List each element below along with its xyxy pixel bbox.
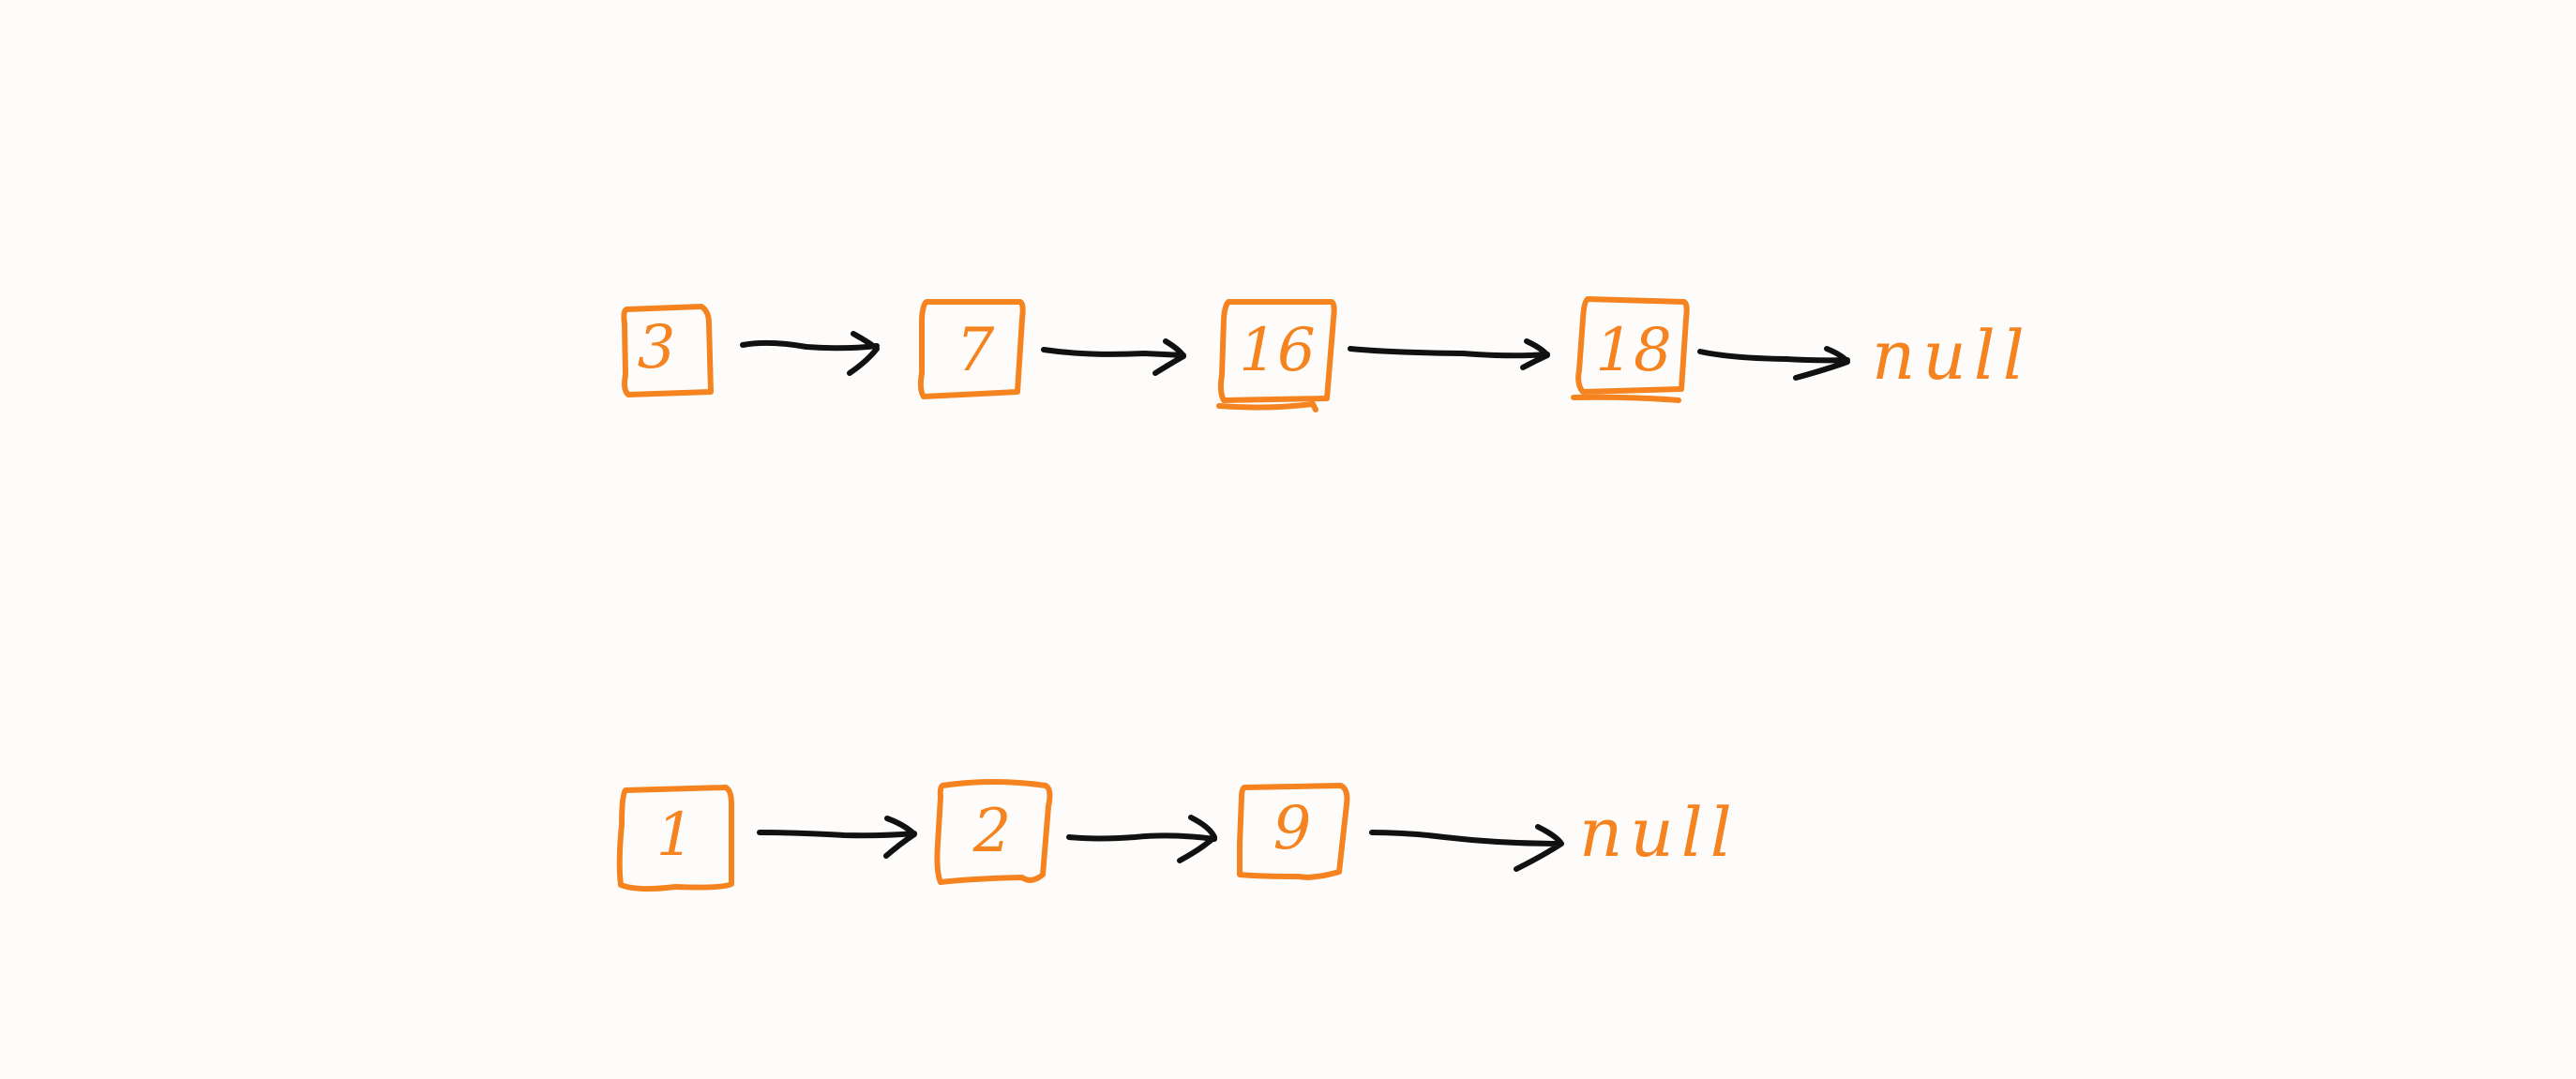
node-value: 18	[1595, 316, 1671, 385]
node-box	[621, 304, 714, 397]
arrow	[1041, 338, 1186, 376]
list-node: 16	[1216, 299, 1337, 412]
node-value: 1	[656, 801, 695, 870]
null-label: null	[1579, 793, 1740, 872]
arrow	[757, 816, 917, 859]
node-box	[1237, 783, 1350, 880]
list-node: 7	[917, 299, 1026, 399]
arrow	[1348, 338, 1550, 370]
list-node: 9	[1237, 783, 1350, 880]
linked-list-2: 1 2 9 null	[616, 779, 1740, 892]
node-box	[934, 779, 1053, 885]
node-box	[616, 785, 734, 892]
arrow	[1697, 346, 1850, 381]
list-node: 1	[616, 785, 734, 892]
arrow	[1369, 824, 1564, 872]
node-box	[1575, 296, 1690, 395]
arrow	[740, 331, 880, 376]
node-value: 7	[957, 316, 995, 385]
node-value: 9	[1273, 794, 1312, 863]
node-value: 3	[638, 313, 676, 382]
arrow	[1066, 815, 1217, 863]
node-value: 2	[972, 797, 1012, 866]
node-box-underline	[1571, 394, 1681, 403]
list-node: 3	[621, 304, 714, 397]
list-node: 18	[1571, 296, 1690, 403]
node-box	[1217, 299, 1337, 403]
null-label: null	[1872, 316, 2032, 395]
linked-list-1: 3 7 16 18 null	[621, 296, 2032, 412]
node-box	[917, 299, 1026, 399]
node-box-underline	[1216, 401, 1318, 412]
node-value: 16	[1239, 316, 1315, 385]
list-node: 2	[934, 779, 1053, 885]
